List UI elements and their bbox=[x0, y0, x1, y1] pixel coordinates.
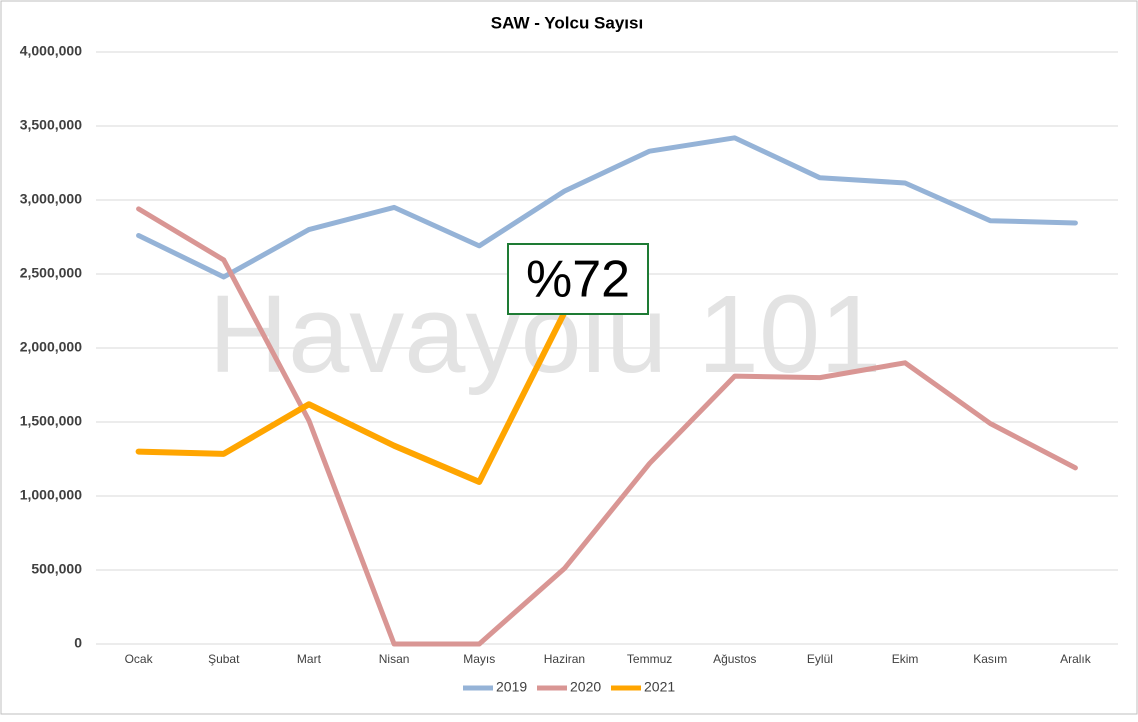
annotation-box bbox=[507, 243, 649, 315]
series-line bbox=[136, 135, 1078, 280]
y-tick-label: 0 bbox=[74, 635, 82, 651]
y-tick-label: 1,500,000 bbox=[20, 413, 82, 429]
chart-title: SAW - Yolcu Sayısı bbox=[491, 13, 643, 32]
x-tick-label: Ocak bbox=[125, 652, 154, 666]
x-tick-label: Şubat bbox=[208, 652, 240, 666]
legend-label: 2021 bbox=[644, 679, 675, 695]
series-line bbox=[135, 309, 568, 485]
y-tick-label: 1,000,000 bbox=[20, 487, 82, 503]
x-tick-label: Mart bbox=[297, 652, 322, 666]
x-tick-label: Nisan bbox=[379, 652, 410, 666]
legend-label: 2020 bbox=[570, 679, 601, 695]
x-tick-label: Eylül bbox=[807, 652, 833, 666]
x-tick-label: Mayıs bbox=[463, 652, 495, 666]
x-tick-label: Haziran bbox=[544, 652, 585, 666]
x-tick-label: Ağustos bbox=[713, 652, 756, 666]
x-tick-label: Temmuz bbox=[627, 652, 672, 666]
y-tick-label: 4,000,000 bbox=[20, 43, 82, 59]
y-tick-label: 3,000,000 bbox=[20, 191, 82, 207]
y-tick-label: 2,500,000 bbox=[20, 265, 82, 281]
x-tick-label: Kasım bbox=[973, 652, 1007, 666]
y-tick-label: 500,000 bbox=[31, 561, 82, 577]
x-tick-label: Aralık bbox=[1060, 652, 1092, 666]
y-tick-label: 2,000,000 bbox=[20, 339, 82, 355]
y-tick-label: 3,500,000 bbox=[20, 117, 82, 133]
x-tick-label: Ekim bbox=[892, 652, 919, 666]
annotation: %72 bbox=[526, 251, 630, 309]
legend-label: 2019 bbox=[496, 679, 527, 695]
series-line bbox=[136, 206, 1078, 647]
